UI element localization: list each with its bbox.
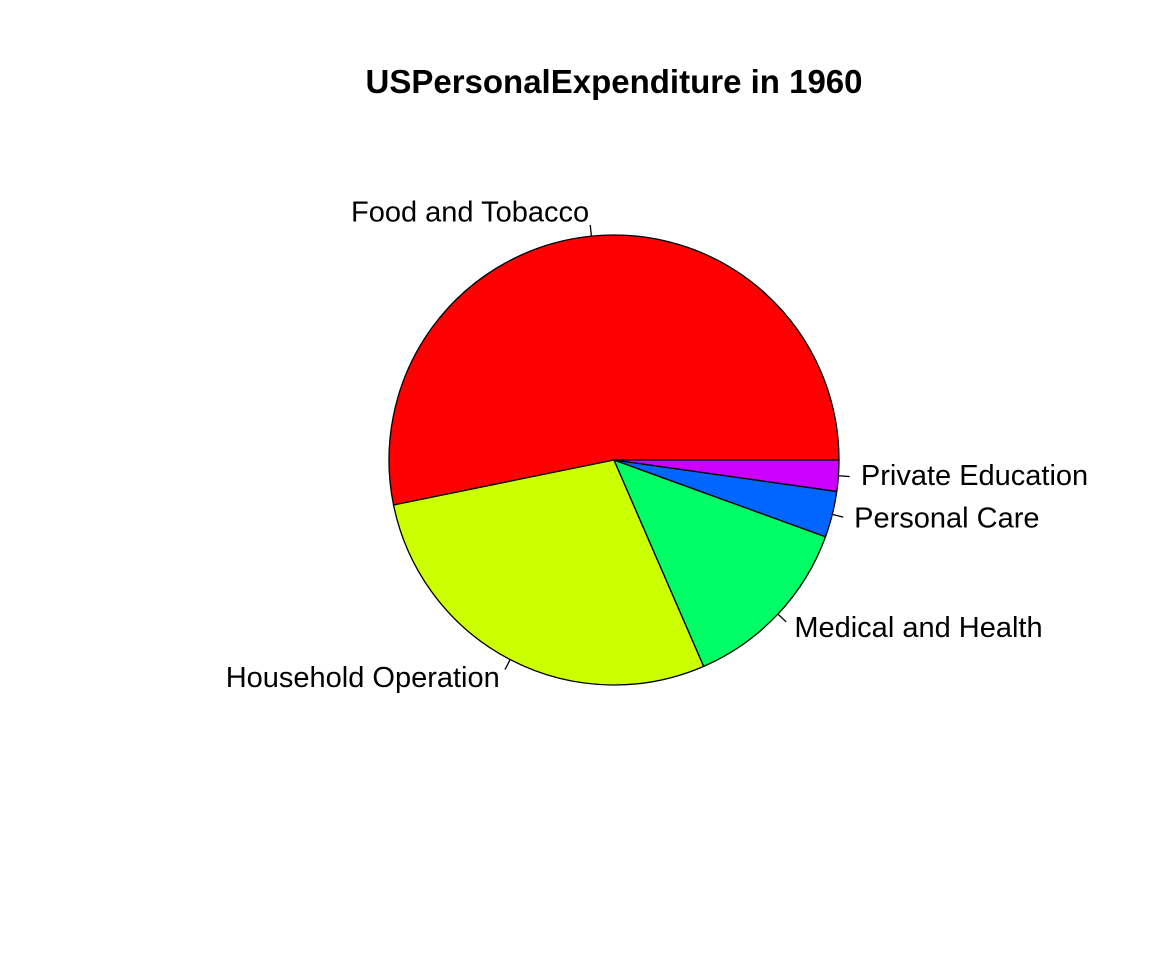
pie-label-personal-care: Personal Care: [854, 502, 1039, 534]
pie-label-private-education: Private Education: [861, 460, 1088, 492]
pie-labels: Food and Tobacco Household Operation Medic…: [226, 196, 1089, 694]
pie-slice-medical-and-health: [612, 458, 827, 668]
pie-label-medical-and-health: Medical and Health: [794, 612, 1042, 644]
leader-line-medical-and-health: [777, 613, 787, 623]
pie-label-household-operation: Household Operation: [226, 662, 500, 694]
pie-slices: [388, 234, 840, 686]
chart-title: USPersonalExpenditure in 1960: [365, 63, 862, 100]
pie-label-food-and-tobacco: Food and Tobacco: [351, 196, 589, 228]
leader-line-personal-care: [832, 513, 844, 518]
pie-slice-private-education: [613, 459, 840, 493]
leader-line-private-education: [838, 475, 850, 478]
leader-line-household-operation: [504, 659, 511, 670]
pie-slice-household-operation: [392, 459, 705, 686]
pie-slice-food-and-tobacco: [388, 234, 840, 506]
pie-leader-lines: [504, 224, 850, 670]
leader-line-food-and-tobacco: [589, 224, 593, 237]
